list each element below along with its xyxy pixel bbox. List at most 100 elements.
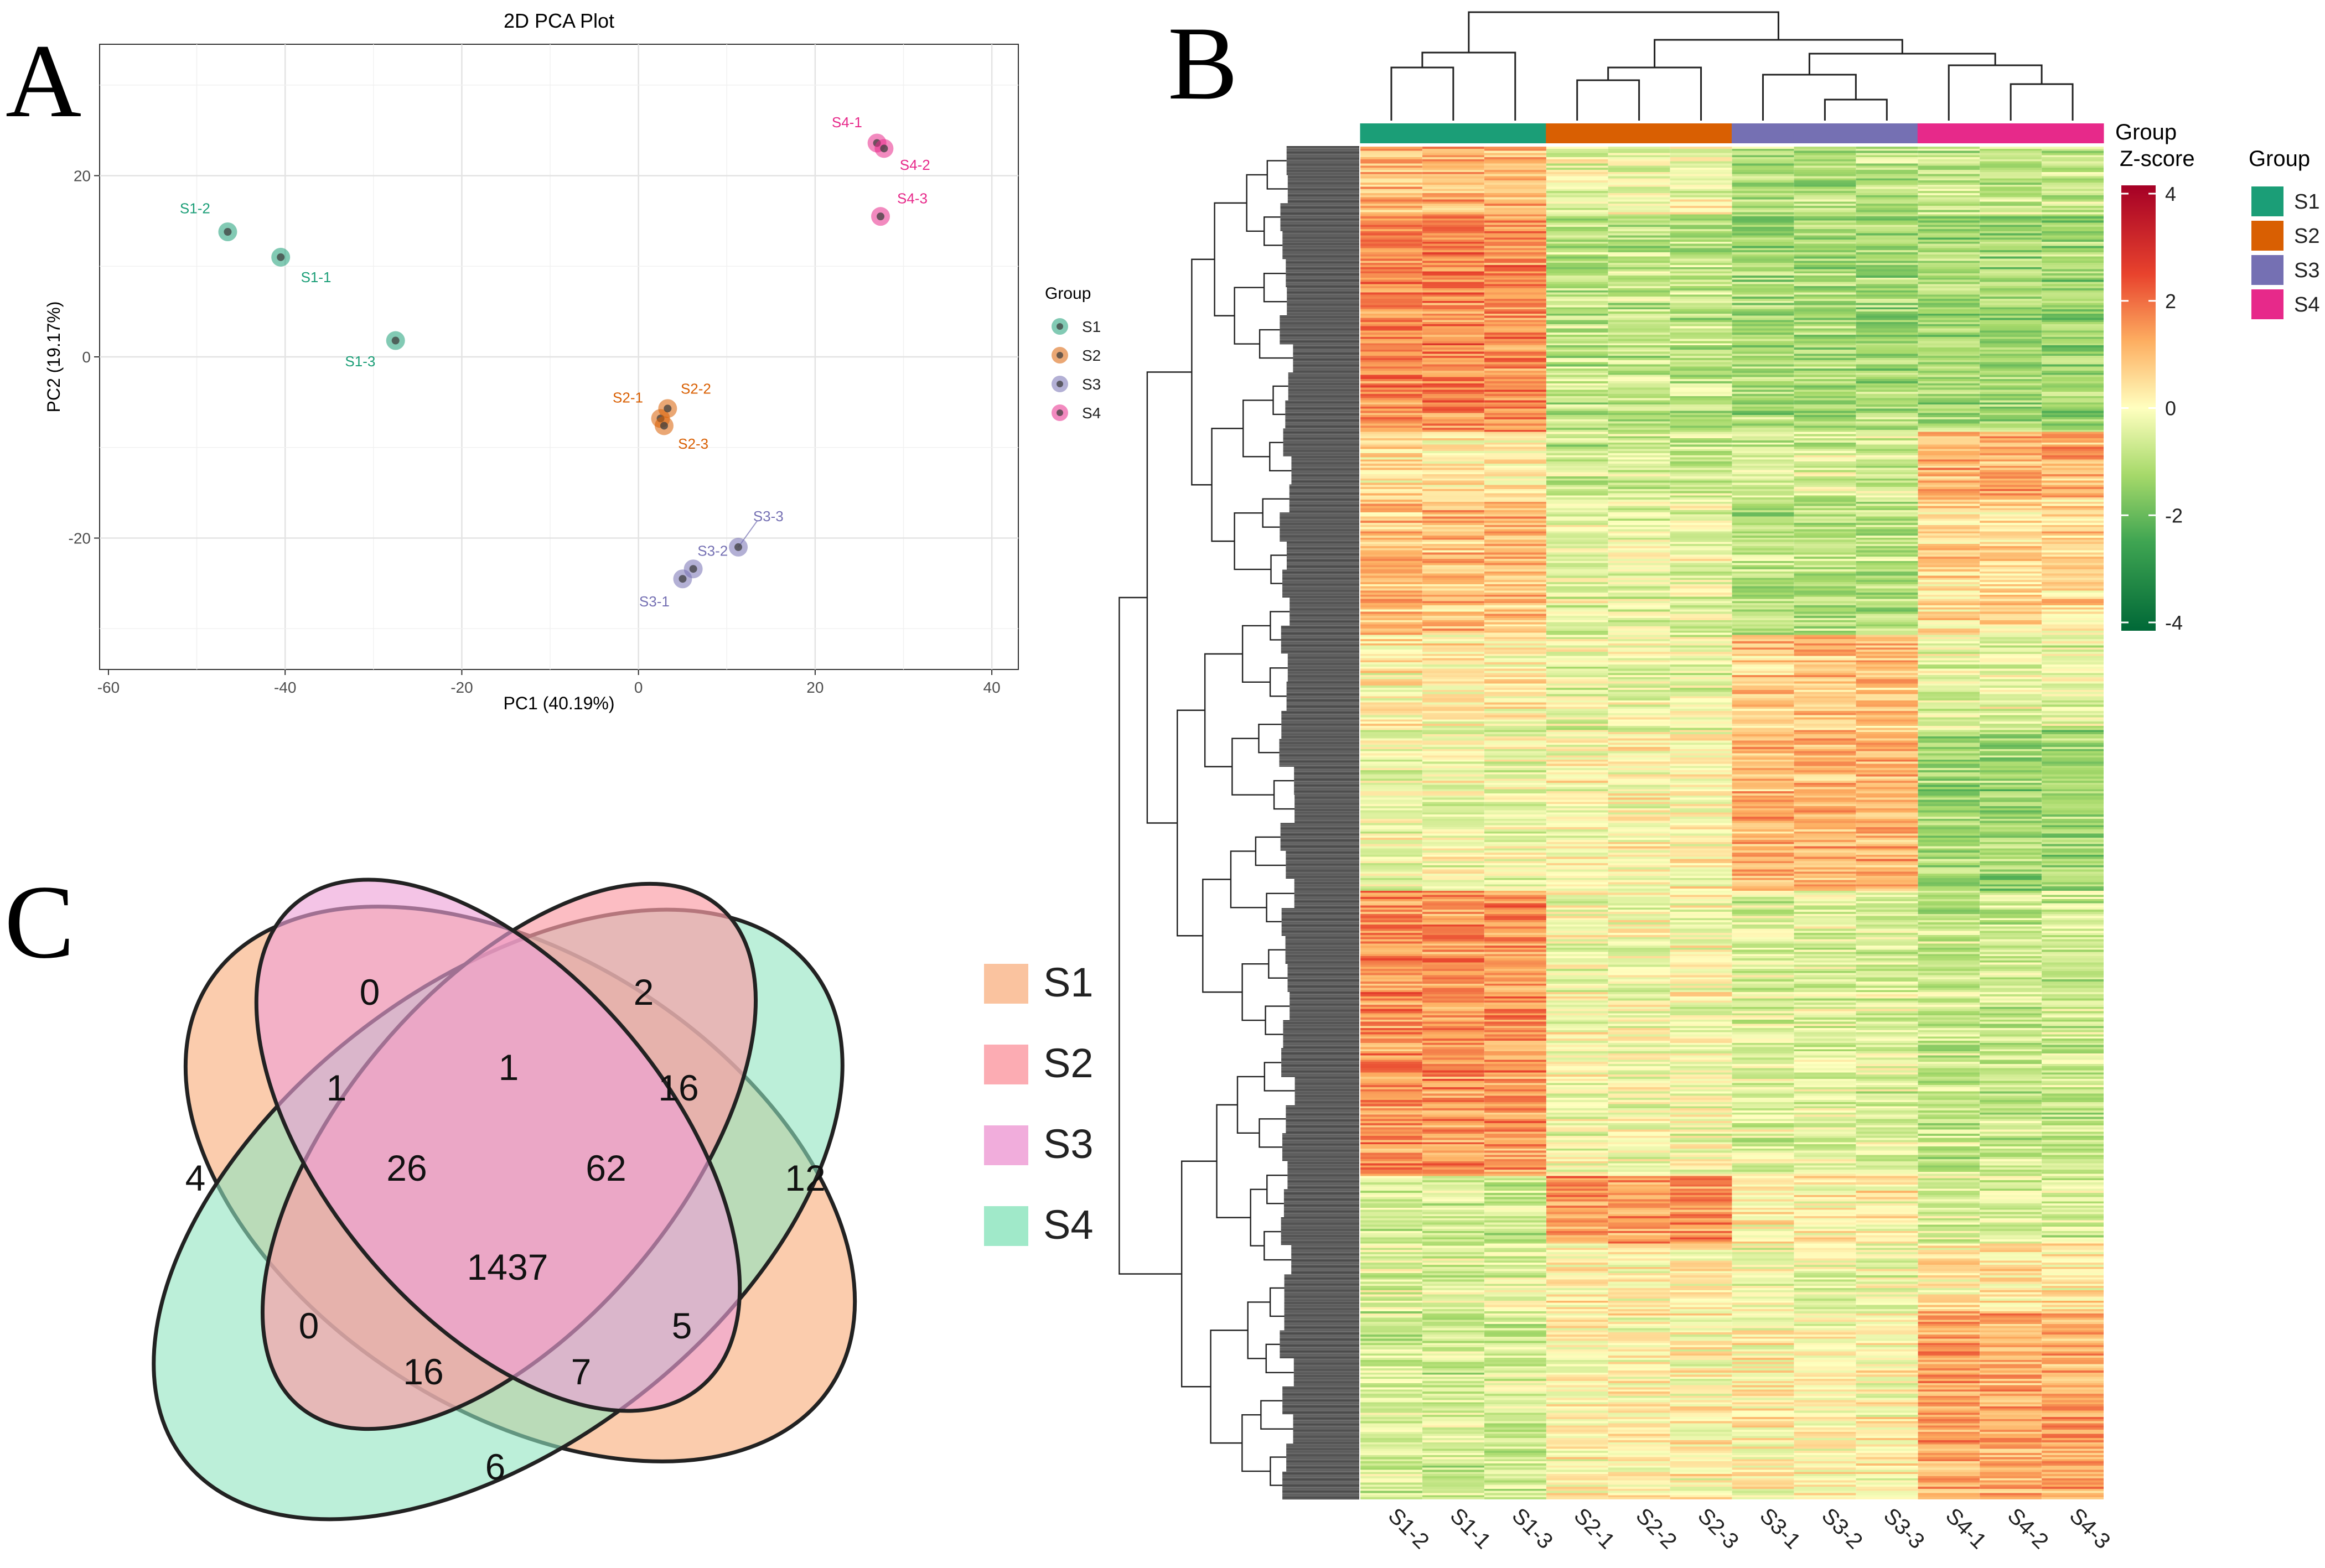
- panel-label-b: B: [1168, 6, 1238, 122]
- column-dendrogram-branch: [1824, 98, 1888, 121]
- venn-legend-swatch: [984, 1206, 1028, 1246]
- annotation-label: Group: [2115, 120, 2177, 144]
- colorbar-tick-label: 2: [2165, 290, 2176, 313]
- heat-legend-label: S4: [2294, 293, 2319, 316]
- pca-point-label: S1-2: [180, 200, 210, 216]
- colorbar-ticks: 4 2 0 -2 -4: [2121, 183, 2183, 634]
- heat-legend-swatch: [2251, 255, 2283, 285]
- column-dendrogram-branch: [1607, 66, 1702, 121]
- heatmap-column-label: S2-1: [1569, 1503, 1619, 1554]
- heatmap-column-label: S4-1: [1941, 1503, 1991, 1554]
- venn-legend-label: S1: [1043, 959, 1094, 1005]
- heatmap-column-label: S3-1: [1755, 1503, 1805, 1554]
- pca-point-label: S2-2: [681, 380, 711, 397]
- pca-point-label: S3-1: [639, 593, 670, 610]
- heatmap-matrix: [1360, 147, 2104, 1499]
- pca-point-label: S2-1: [613, 390, 643, 406]
- colorbar-tick-label: -2: [2165, 504, 2183, 527]
- row-dendrogram-branch: [1269, 667, 1288, 697]
- pca-legend-label: S1: [1082, 318, 1101, 335]
- pca-point-label: S4-3: [897, 190, 928, 206]
- venn-region-count: 6: [485, 1446, 506, 1487]
- annotation-cell: [1855, 123, 1918, 143]
- panel-label-a: A: [6, 23, 81, 139]
- pca-legend-title: Group: [1045, 284, 1091, 303]
- pca-legend-label: S4: [1082, 404, 1101, 422]
- pca-point: [660, 422, 668, 430]
- row-dendrogram-branch: [1234, 512, 1271, 570]
- annotation-cell: [1360, 123, 1423, 143]
- colorbar-tick-label: -4: [2165, 611, 2183, 634]
- pca-point: [689, 565, 697, 573]
- pca-point-label: S3-3: [753, 508, 784, 525]
- venn-region-count: 1: [499, 1047, 519, 1088]
- column-dendrogram-branch: [1390, 66, 1454, 121]
- venn-region-count: 12: [785, 1157, 825, 1198]
- pca-y-tick-label: 20: [74, 167, 91, 184]
- venn-region-count: 2: [634, 972, 654, 1013]
- pca-x-tick-label: 0: [634, 679, 643, 696]
- venn-legend-label: S3: [1043, 1121, 1094, 1167]
- venn-region-count: 16: [658, 1067, 698, 1108]
- row-dendrogram-branch: [1180, 1160, 1217, 1388]
- pca-legend: Group S1 S2 S3 S4: [1045, 284, 1101, 422]
- row-dendrogram-branch: [1241, 963, 1269, 1021]
- pca-legend-dot: [1057, 409, 1063, 416]
- colorbar-tick-label: 0: [2165, 397, 2176, 420]
- pca-x-tick-label: -60: [97, 679, 120, 696]
- heatmap-column-labels: S1-2 S1-1 S1-3 S2-1 S2-2 S2-3 S3-1 S3-2 S3-3 S4-1…: [1384, 1503, 2115, 1554]
- pca-plot: 2D PCA Plot -60 -40 -20 0 20 40 -20 0 20 PC1 (4…: [44, 9, 1101, 713]
- pca-title: 2D PCA Plot: [504, 9, 614, 32]
- venn-set-s3: [254, 878, 742, 1413]
- venn-region-counts: 0 2 1 1 16 4 26 62 12 1437 0 5 16 7 6: [185, 972, 826, 1487]
- venn-region-count: 1437: [467, 1247, 548, 1287]
- venn-legend-swatch: [984, 1045, 1028, 1084]
- heat-legend-swatch: [2251, 186, 2283, 216]
- colorbar-title: Z-score: [2120, 147, 2195, 171]
- pca-legend-dot: [1057, 381, 1063, 387]
- annotation-cell: [1917, 123, 1980, 143]
- row-dendrogram-branch: [1214, 202, 1247, 316]
- panel-label-c: C: [4, 864, 75, 980]
- heat-legend-title: Group: [2249, 147, 2310, 171]
- venn-legend-label: S2: [1043, 1040, 1094, 1086]
- row-dendrogram-branch: [1258, 724, 1282, 754]
- annotation-cell: [1732, 123, 1794, 143]
- heatmap-column-label: S1-2: [1384, 1503, 1434, 1554]
- row-dendrogram-branch: [1204, 653, 1243, 767]
- row-dendrogram-branch: [1259, 1118, 1286, 1148]
- annotation-cell: [1546, 123, 1609, 143]
- venn-region-count: 0: [360, 972, 380, 1013]
- row-dendrogram: [1119, 146, 1359, 1499]
- pca-x-tick-label: -40: [274, 679, 296, 696]
- pca-gridlines: [100, 44, 1018, 669]
- heat-legend-label: S1: [2294, 190, 2319, 214]
- row-dendrogram-branch: [1270, 554, 1287, 584]
- pca-x-tick-label: 40: [983, 679, 1001, 696]
- heatmap-column-label: S4-3: [2065, 1503, 2115, 1554]
- row-dendrogram-branch: [1231, 738, 1275, 796]
- row-dendrogram-branch: [1264, 216, 1283, 246]
- pca-point: [877, 212, 884, 221]
- pca-legend-dot: [1057, 323, 1063, 330]
- venn-diagram: 0 2 1 1 16 4 26 62 12 1437 0 5 16 7 6 S1 S2 S3 S4: [152, 878, 1094, 1522]
- column-dendrogram: [1390, 11, 2074, 121]
- row-dendrogram-branch: [1247, 1301, 1271, 1359]
- venn-region-count: 0: [299, 1305, 319, 1346]
- annotation-cell: [1608, 123, 1671, 143]
- pca-point-label: S2-3: [678, 435, 708, 452]
- row-dendrogram-branch: [1202, 879, 1242, 993]
- heatmap-column-label: S1-1: [1446, 1503, 1496, 1554]
- pca-y-tick-label: 0: [82, 349, 91, 366]
- heat-legend-label: S2: [2294, 225, 2319, 248]
- pca-point: [664, 404, 672, 413]
- heatmap-column-label: S2-2: [1631, 1503, 1681, 1554]
- annotation-cell: [1484, 123, 1547, 143]
- annotation-cell: [1793, 123, 1856, 143]
- column-dendrogram-branch: [1948, 64, 2043, 121]
- venn-region-count: 7: [571, 1351, 592, 1392]
- row-dendrogram-branch: [1236, 1076, 1265, 1134]
- row-dendrogram-branch: [1263, 273, 1287, 303]
- row-dendrogram-branch: [1146, 371, 1192, 824]
